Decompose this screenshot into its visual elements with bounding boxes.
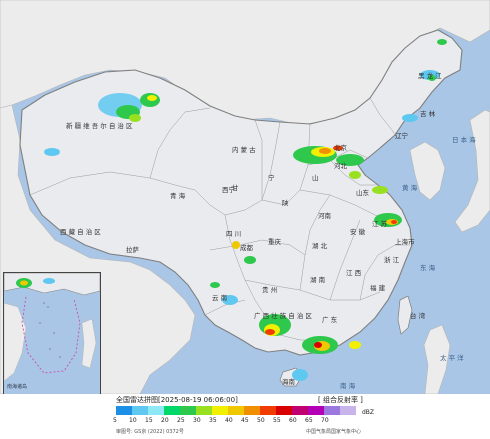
color-scale-tick: 60 xyxy=(289,417,297,424)
label-hunan: 湖 南 xyxy=(310,275,326,284)
color-scale-tick: 10 xyxy=(129,417,137,424)
label-gansu: 甘 xyxy=(232,183,239,192)
color-scale-bar xyxy=(116,406,356,415)
label-yunnan: 云 南 xyxy=(212,293,228,302)
echo-south-china xyxy=(259,314,361,381)
echo-northeast xyxy=(402,39,447,122)
label-xinjiang: 新 疆 维 吾 尔 自 治 区 xyxy=(66,121,133,130)
label-donghai: 东 海 xyxy=(420,263,436,272)
label-neimenggu: 内 蒙 古 xyxy=(232,145,256,154)
label-jiangsu: 江 苏 xyxy=(372,219,388,228)
neighbor-land-north xyxy=(0,0,490,126)
taiwan-island xyxy=(397,295,413,335)
label-heilongjiang: 黑 龙 江 xyxy=(418,71,442,80)
label-henan: 河南 xyxy=(318,211,332,220)
echo-north-china xyxy=(293,145,364,179)
map-review-number: 审图号: GS京 (2022) 0372号 xyxy=(116,429,184,435)
inset-label: 南海诸岛 xyxy=(7,384,28,390)
echo-xinjiang-north xyxy=(44,93,160,156)
label-qinghai: 青 海 xyxy=(170,191,186,200)
label-guizhou: 贵 州 xyxy=(262,285,277,294)
color-scale-swatch xyxy=(180,406,196,415)
south-china-sea-inset: 南海诸岛 xyxy=(3,272,101,396)
label-anhui: 安 徽 xyxy=(350,227,366,236)
label-shaanxi: 陕 xyxy=(282,198,289,207)
label-nanhai: 南 海 xyxy=(340,381,356,390)
color-scale-tick: 45 xyxy=(241,417,249,424)
map-labels: 新 疆 维 吾 尔 自 治 区 西 藏 自 治 区 青 海 内 蒙 古 黑 龙 … xyxy=(60,71,476,390)
color-scale-swatch xyxy=(260,406,276,415)
label-taipingyang: 太 平 洋 xyxy=(440,353,464,362)
label-shandong: 山东 xyxy=(356,188,370,197)
label-sichuan: 四 川 xyxy=(226,230,241,238)
color-scale-tick: 40 xyxy=(225,417,233,424)
label-lhasa: 拉萨 xyxy=(126,245,140,254)
echo-east-coast xyxy=(372,186,402,227)
radar-echo-layer xyxy=(44,39,447,381)
label-jilin: 吉 林 xyxy=(420,109,436,118)
color-scale-swatch xyxy=(164,406,180,415)
color-scale-ticks: 5 10 15 20 25 30 35 40 45 50 55 60 65 70 xyxy=(113,417,340,424)
label-shanghai: 上海市 xyxy=(395,237,415,246)
label-hubei: 湖 北 xyxy=(312,241,328,250)
color-scale-tick: 30 xyxy=(193,417,201,424)
color-scale-tick: 70 xyxy=(321,417,329,424)
color-scale-tick: 55 xyxy=(273,417,281,424)
color-scale-tick: 65 xyxy=(305,417,313,424)
label-ningxia: 宁 xyxy=(268,173,275,182)
label-guangxi: 广 西 壮 族 自 治 区 xyxy=(254,311,312,320)
color-scale-tick: 25 xyxy=(177,417,185,424)
label-hebei: 河北 xyxy=(334,162,348,170)
label-shanxi: 山 xyxy=(312,173,319,182)
color-scale-tick: 15 xyxy=(145,417,153,424)
legend-title: 全国雷达拼图[2025-08-19 06:06:00] xyxy=(116,395,238,405)
legend-panel: 全国雷达拼图[2025-08-19 06:06:00] [ 组合反射率 ] 5 1… xyxy=(0,394,490,439)
timestamp: [2025-08-19 06:06:00] xyxy=(158,396,238,404)
label-zhejiang: 浙 江 xyxy=(384,255,400,264)
inset-map xyxy=(4,273,100,395)
color-scale-tick: 50 xyxy=(257,417,265,424)
color-scale-swatch xyxy=(212,406,228,415)
color-scale-swatch xyxy=(116,406,132,415)
label-jiangxi: 江 西 xyxy=(346,269,362,277)
label-xizang: 西 藏 自 治 区 xyxy=(60,227,101,236)
label-huanghai: 黄 海 xyxy=(402,183,418,192)
unit-label: dBZ xyxy=(362,409,375,416)
color-scale-swatch xyxy=(324,406,340,415)
label-fujian: 福 建 xyxy=(370,283,386,292)
label-chengdu: 成都 xyxy=(240,243,254,252)
color-scale-swatch xyxy=(340,406,356,415)
color-scale-tick: 35 xyxy=(209,417,217,424)
producer-credit: 中国气象局国家气象中心 xyxy=(306,429,362,435)
color-scale-swatch xyxy=(132,406,148,415)
label-beijing: 北京 xyxy=(334,143,348,152)
label-guangdong: 广 东 xyxy=(322,315,338,324)
color-scale-swatch xyxy=(244,406,260,415)
label-liaoning: 辽宁 xyxy=(395,131,409,140)
neighbor-land-korea xyxy=(409,141,446,201)
color-scale-swatch xyxy=(292,406,308,415)
color-scale-swatch xyxy=(276,406,292,415)
color-scale-swatch xyxy=(148,406,164,415)
echo-southwest xyxy=(210,241,256,305)
neighbor-land-japan xyxy=(454,109,490,233)
label-ribenhai: 日 本 海 xyxy=(452,135,476,144)
color-scale-tick: 20 xyxy=(161,417,169,424)
color-scale-tick: 5 xyxy=(113,417,117,424)
product-type: [ 组合反射率 ] xyxy=(318,396,363,404)
label-xining: 西宁 xyxy=(222,185,236,194)
color-scale-swatch xyxy=(196,406,212,415)
label-chongqing: 重庆 xyxy=(268,237,282,246)
neighbor-land-philippines xyxy=(423,324,451,394)
color-scale-swatch xyxy=(308,406,324,415)
product-title: 全国雷达拼图 xyxy=(116,396,158,404)
label-hainan: 海南 xyxy=(282,377,296,386)
color-scale-swatch xyxy=(228,406,244,415)
label-taiwan: 台 湾 xyxy=(410,311,426,320)
